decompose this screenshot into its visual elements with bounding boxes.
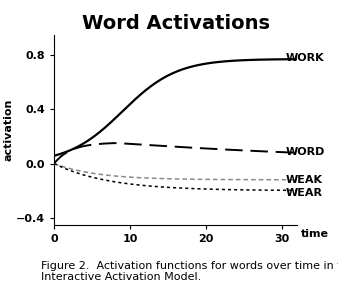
Text: WEAK: WEAK <box>286 175 323 185</box>
Y-axis label: activation: activation <box>3 98 13 161</box>
Title: Word Activations: Word Activations <box>82 14 270 33</box>
Text: WEAR: WEAR <box>286 188 323 198</box>
Text: WORD: WORD <box>286 147 325 157</box>
Text: time: time <box>301 229 329 239</box>
Text: WORK: WORK <box>286 53 325 63</box>
Text: Figure 2.  Activation functions for words over time in the
Interactive Activatio: Figure 2. Activation functions for words… <box>41 261 338 282</box>
